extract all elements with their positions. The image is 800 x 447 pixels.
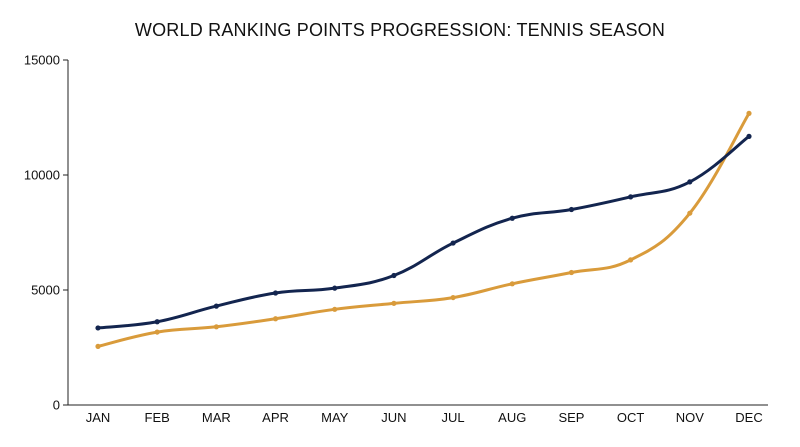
data-point bbox=[332, 306, 338, 312]
data-point bbox=[272, 316, 279, 322]
data-point bbox=[746, 110, 752, 116]
data-point bbox=[95, 325, 101, 331]
data-point bbox=[154, 319, 160, 325]
x-tick-label: NOV bbox=[676, 410, 705, 425]
data-point bbox=[391, 272, 397, 279]
x-tick-label: JAN bbox=[86, 410, 111, 425]
data-point bbox=[687, 179, 693, 185]
x-tick-label: MAY bbox=[321, 410, 349, 425]
series-layer bbox=[95, 110, 752, 349]
data-point bbox=[450, 294, 456, 301]
data-point bbox=[391, 300, 397, 306]
series-0 bbox=[95, 133, 752, 331]
data-point bbox=[687, 210, 693, 216]
data-point bbox=[213, 303, 219, 309]
data-point bbox=[746, 133, 752, 139]
data-point bbox=[568, 269, 575, 276]
data-point bbox=[509, 281, 515, 287]
series-line bbox=[96, 134, 751, 330]
data-point bbox=[213, 324, 219, 330]
y-tick-label: 10000 bbox=[24, 168, 60, 183]
y-tick-label: 15000 bbox=[24, 53, 60, 68]
x-tick-label: APR bbox=[262, 410, 289, 425]
x-tick-label: JUN bbox=[381, 410, 406, 425]
data-point bbox=[568, 206, 575, 213]
x-tick-label: OCT bbox=[617, 410, 645, 425]
x-tick-label: MAR bbox=[202, 410, 231, 425]
data-point bbox=[95, 343, 101, 349]
x-tick-label: AUG bbox=[498, 410, 526, 425]
x-tick-label: FEB bbox=[145, 410, 170, 425]
x-tick-label: DEC bbox=[735, 410, 762, 425]
data-point bbox=[332, 285, 338, 291]
y-tick-label: 5000 bbox=[31, 283, 60, 298]
x-tick-label: JUL bbox=[442, 410, 465, 425]
data-point bbox=[509, 215, 515, 221]
data-point bbox=[450, 240, 456, 246]
data-point bbox=[272, 290, 279, 296]
data-point bbox=[628, 257, 634, 263]
data-point bbox=[628, 194, 634, 200]
series-1 bbox=[95, 110, 752, 349]
chart-title: WORLD RANKING POINTS PROGRESSION: TENNIS… bbox=[134, 20, 666, 40]
axes: 0 5000 10000 15000 JAN FEB MAR APR MAY JUN JUL AUG S… bbox=[24, 53, 768, 425]
x-tick-label: SEP bbox=[558, 410, 584, 425]
y-tick-label: 0 bbox=[53, 398, 60, 413]
data-point bbox=[154, 329, 160, 335]
